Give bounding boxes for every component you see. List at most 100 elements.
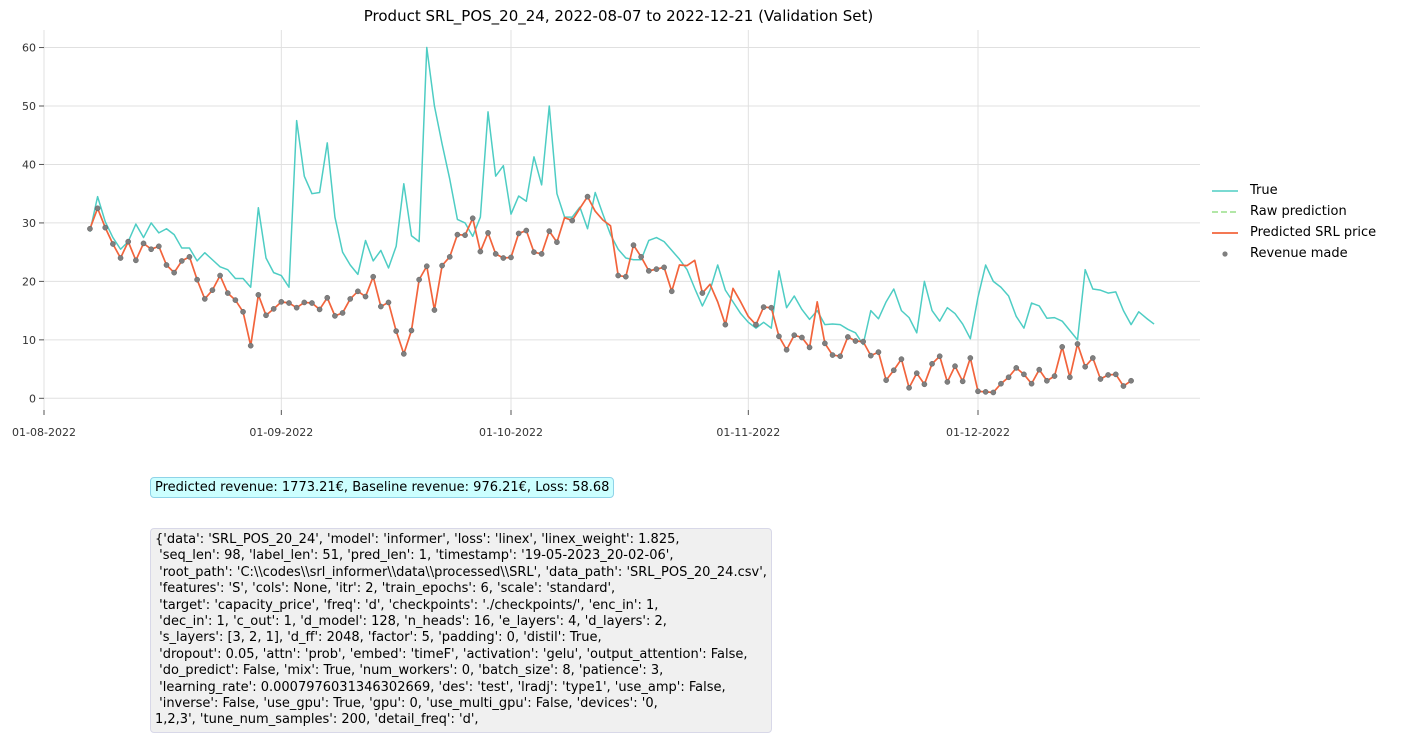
revenue-made-point xyxy=(653,266,660,272)
revenue-made-point xyxy=(408,327,415,334)
revenue-made-point xyxy=(179,258,185,264)
revenue-made-point xyxy=(661,264,667,271)
revenue-made-point xyxy=(431,307,438,313)
revenue-made-point xyxy=(240,308,246,315)
revenue-made-point xyxy=(439,262,445,269)
config-parameters: {'data': 'SRL_POS_20_24', 'model': 'info… xyxy=(150,528,772,733)
revenue-made-point xyxy=(623,273,629,280)
revenue-made-point xyxy=(201,296,208,302)
grid xyxy=(43,30,1200,410)
revenue-made-point xyxy=(1067,374,1073,381)
predicted-srl-price-line xyxy=(89,195,1132,394)
revenue-made-point xyxy=(630,242,637,248)
revenue-made-point xyxy=(936,353,943,360)
revenue-made-point xyxy=(990,389,997,396)
revenue-made-point xyxy=(270,306,277,312)
revenue-made-point xyxy=(339,310,346,316)
revenue-made-point xyxy=(133,257,139,264)
revenue-made-point xyxy=(362,293,369,300)
revenue-made-point xyxy=(944,379,951,385)
revenue-made-point xyxy=(569,217,576,224)
revenue-made-point xyxy=(829,352,836,358)
revenue-made-point xyxy=(263,312,269,319)
legend-swatch-true xyxy=(1212,189,1238,192)
revenue-made-point xyxy=(1097,376,1104,382)
revenue-made-point xyxy=(753,321,759,328)
revenue-made-point xyxy=(454,231,461,238)
revenue-made-point xyxy=(355,288,361,295)
revenue-made-point xyxy=(668,288,675,295)
y-tick-label: 60 xyxy=(22,42,36,55)
revenue-made-point xyxy=(1074,341,1081,347)
x-tick-label: 01-10-2022 xyxy=(479,426,543,439)
revenue-made-point xyxy=(446,254,453,260)
revenue-made-point xyxy=(959,378,966,385)
revenue-made-point xyxy=(1036,366,1043,373)
revenue-made-point xyxy=(194,276,200,283)
legend-label-predicted-price: Predicted SRL price xyxy=(1250,225,1377,240)
revenue-made-point xyxy=(776,333,782,340)
revenue-made-point xyxy=(929,361,935,367)
revenue-made-point xyxy=(860,338,866,345)
y-tick-label: 50 xyxy=(22,100,36,113)
legend-item-predicted-price: Predicted SRL price xyxy=(1210,222,1376,243)
revenue-made-point xyxy=(148,246,154,253)
revenue-made-point xyxy=(309,300,315,306)
revenue-made-point xyxy=(845,334,851,340)
line-chart: 0 10 20 30 40 50 60 01-08-2022 01-09-2022 01-10-2… xyxy=(12,30,1200,439)
legend-label-true: True xyxy=(1250,183,1278,198)
revenue-made-point xyxy=(247,342,254,349)
revenue-made-point xyxy=(852,338,859,344)
revenue-made-point xyxy=(1021,371,1027,378)
revenue-made-point xyxy=(1090,355,1096,361)
series xyxy=(87,46,1155,396)
revenue-made-point xyxy=(301,299,308,306)
x-tick-label: 01-08-2022 xyxy=(12,426,76,439)
revenue-made-point xyxy=(255,292,262,298)
legend-swatch-revenue-made xyxy=(1222,250,1228,257)
revenue-made-point xyxy=(477,248,484,255)
revenue-made-point xyxy=(324,294,331,301)
revenue-made-point xyxy=(1013,365,1020,371)
revenue-made-point xyxy=(209,287,216,293)
revenue-made-point xyxy=(760,304,767,310)
revenue-made-point xyxy=(500,255,507,261)
revenue-made-point xyxy=(1028,380,1035,387)
revenue-made-point xyxy=(508,254,514,261)
revenue-made-point xyxy=(1005,374,1012,381)
revenue-made-point xyxy=(837,353,843,360)
y-tick-label: 40 xyxy=(22,158,36,171)
legend-item-true: True xyxy=(1210,180,1376,201)
revenue-made-point xyxy=(822,340,828,347)
revenue-made-point xyxy=(378,303,384,310)
revenue-summary: Predicted revenue: 1773.21€, Baseline re… xyxy=(150,477,615,498)
revenue-made-point xyxy=(423,263,430,269)
revenue-made-point xyxy=(1128,377,1134,384)
x-tick-label: 01-12-2022 xyxy=(946,426,1010,439)
revenue-made-point xyxy=(87,225,93,232)
axes: 0 10 20 30 40 50 60 01-08-2022 01-09-2022 01-10-2… xyxy=(12,42,1010,439)
revenue-made-point xyxy=(546,228,553,234)
revenue-made-point xyxy=(232,297,239,303)
revenue-made-point xyxy=(1105,372,1111,378)
revenue-made-point xyxy=(998,380,1004,387)
revenue-made-point xyxy=(332,313,338,319)
revenue-made-point xyxy=(140,240,147,247)
revenue-made-point xyxy=(102,224,109,231)
revenue-made-point xyxy=(538,251,545,257)
revenue-made-point xyxy=(975,388,981,395)
revenue-made-point xyxy=(462,232,468,238)
y-tick-label: 30 xyxy=(22,217,36,230)
revenue-made-point xyxy=(523,227,530,234)
revenue-made-point xyxy=(1051,373,1058,379)
revenue-made-point xyxy=(531,249,537,255)
legend: True Raw prediction Predicted SRL price … xyxy=(1210,180,1376,264)
revenue-made-point xyxy=(370,273,376,280)
revenue-made-point xyxy=(94,205,101,212)
revenue-made-point xyxy=(125,238,132,245)
true-line xyxy=(89,46,1155,346)
y-tick-label: 0 xyxy=(29,392,36,405)
revenue-made-point xyxy=(645,268,652,274)
revenue-made-point xyxy=(1044,377,1050,384)
chart-title: Product SRL_POS_20_24, 2022-08-07 to 202… xyxy=(363,7,874,25)
